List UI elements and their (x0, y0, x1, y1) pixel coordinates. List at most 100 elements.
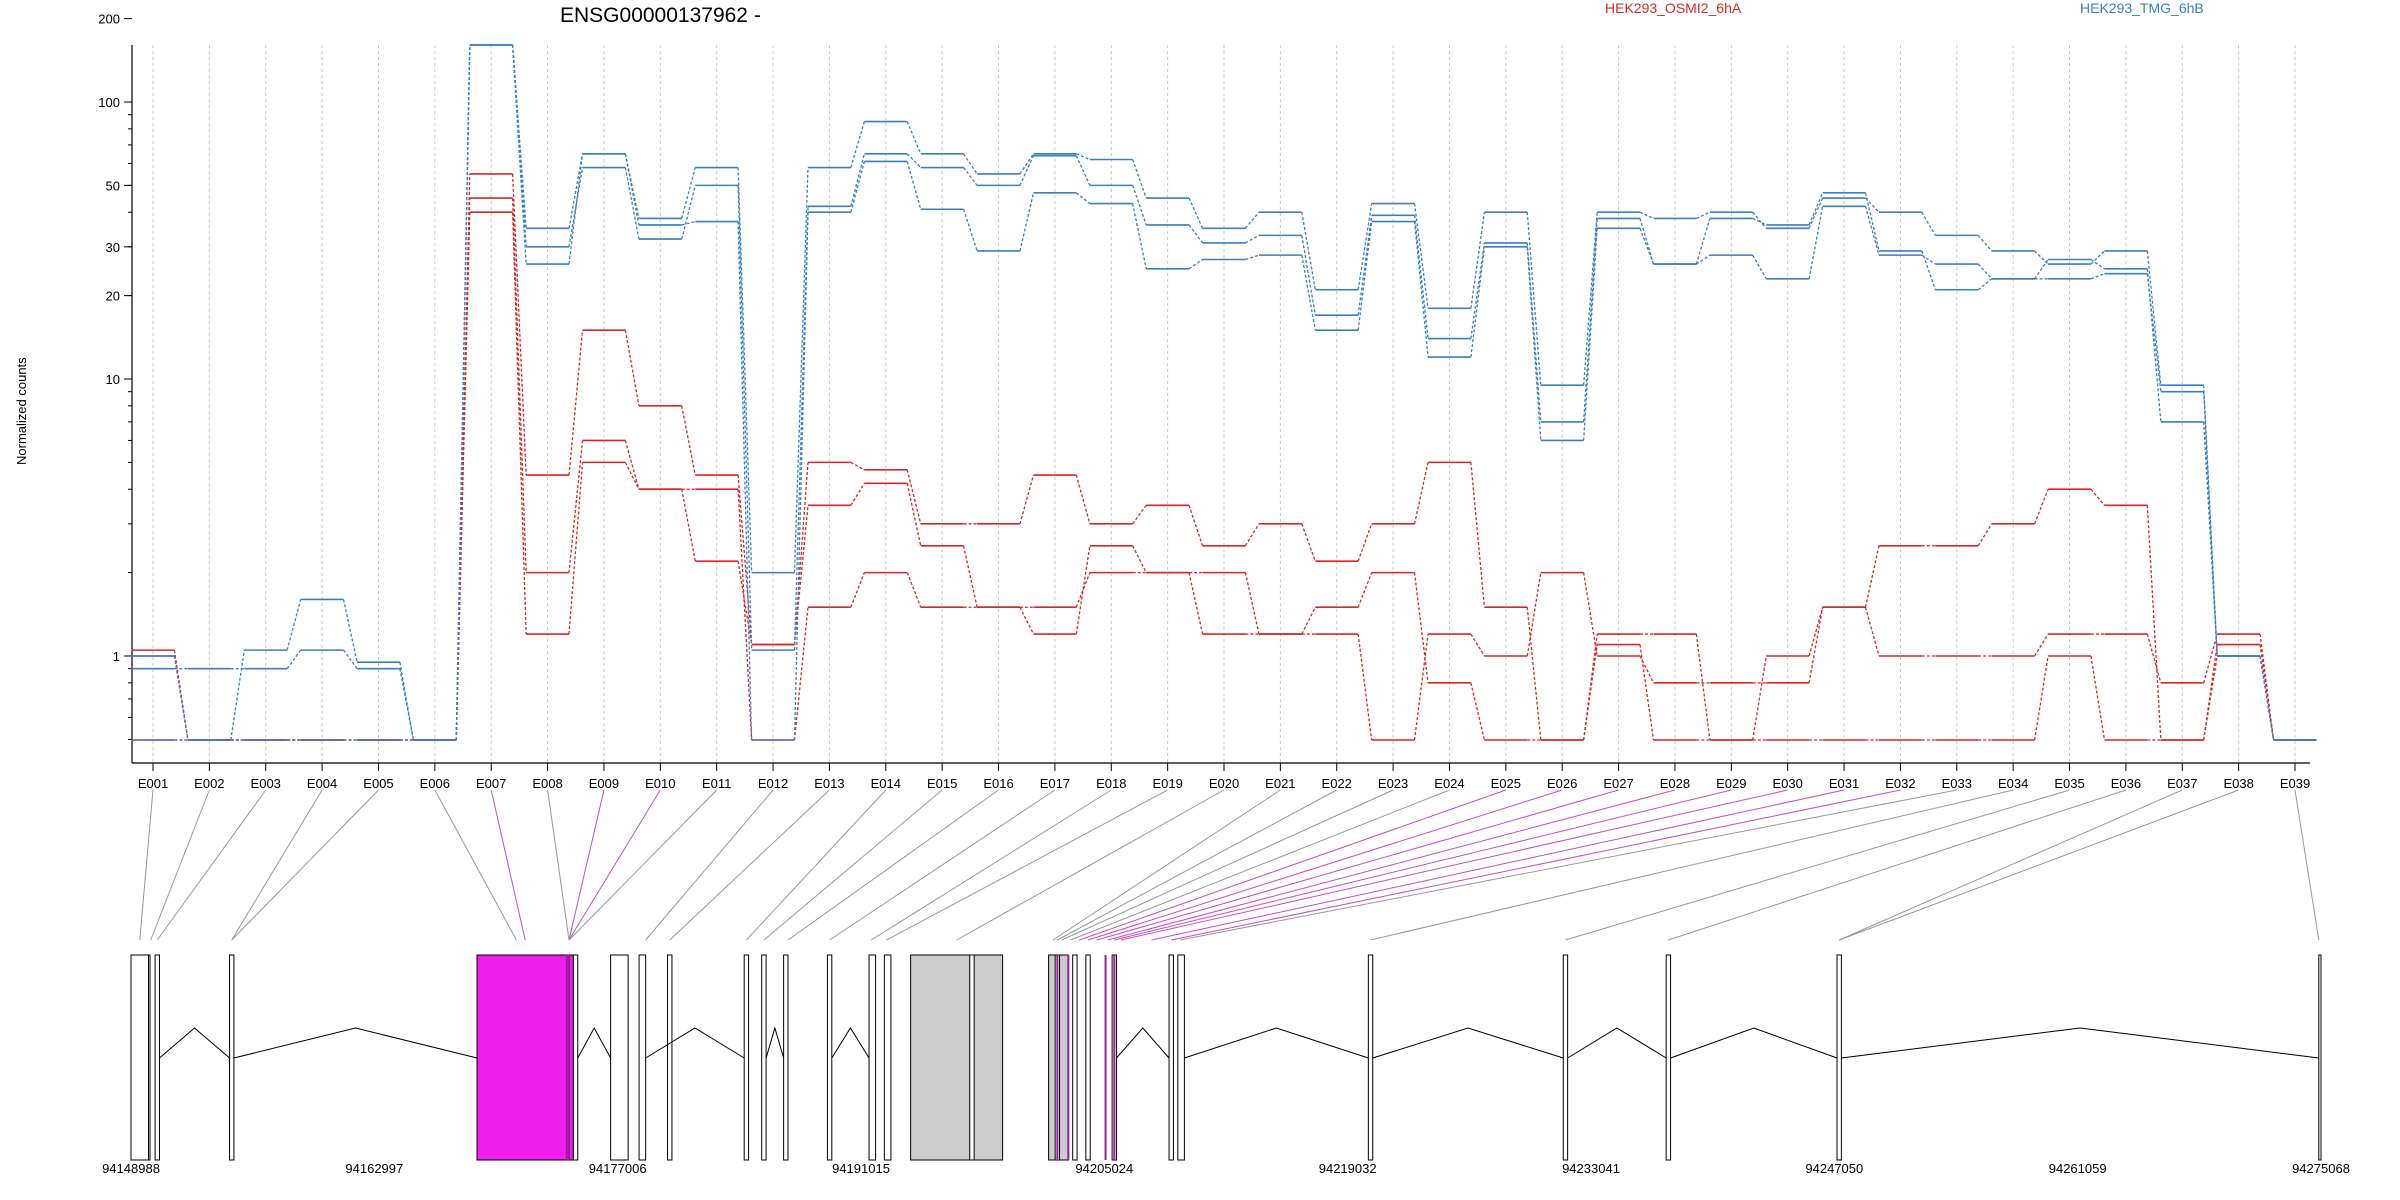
transition-segment (737, 561, 753, 645)
transition-segment (1470, 462, 1486, 608)
transition-segment (793, 212, 809, 741)
x-tick-label: E028 (1660, 776, 1690, 791)
transition-segment (850, 153, 865, 207)
transition-segment (1977, 263, 1993, 280)
transition-segment (681, 405, 696, 476)
x-tick-label: E037 (2167, 776, 2197, 791)
exon-connector (763, 789, 943, 941)
y-tick-label: 20 (106, 289, 120, 304)
transition-segment (1132, 159, 1147, 199)
transition-segment (1639, 211, 1654, 219)
x-tick-label: E036 (2111, 776, 2141, 791)
transition-segment (1244, 523, 1260, 547)
transition-segment (1357, 221, 1373, 331)
transition-segment (681, 185, 696, 240)
transition-segment (1526, 572, 1542, 657)
transition-segment (1188, 258, 1203, 270)
x-tick-label: E004 (307, 776, 337, 791)
transition-segment (1696, 254, 1711, 265)
exon-box (667, 954, 673, 1161)
intron-connector (765, 1026, 785, 1059)
exon-connector (490, 789, 526, 941)
exon-box (1072, 954, 1078, 1161)
intron-connector (1116, 1027, 1170, 1059)
intron-connector (233, 1027, 478, 1059)
transition-segment (568, 153, 584, 229)
x-tick-label: E026 (1547, 776, 1577, 791)
x-tick-label: E035 (2054, 776, 2084, 791)
intron-connector (1372, 1027, 1564, 1059)
x-tick-label: E017 (1040, 776, 1070, 791)
transition-segment (1188, 505, 1204, 546)
x-tick-label: E011 (702, 776, 731, 791)
transition-segment (1921, 211, 1936, 236)
coordinate-label: 94247050 (1805, 1161, 1863, 1176)
transition-segment (1019, 474, 1035, 525)
transition-segment (1357, 523, 1373, 562)
transition-segment (1413, 203, 1429, 309)
exon-box (783, 954, 789, 1161)
transition-segment (1864, 206, 1880, 256)
exon-connector (787, 789, 999, 941)
coordinate-label: 94205024 (1075, 1161, 1133, 1176)
transition-segment (1019, 606, 1035, 635)
transition-segment (286, 599, 302, 651)
transition-segment (906, 121, 922, 155)
transition-segment (1244, 572, 1260, 635)
transition-segment (2090, 250, 2105, 265)
transition-segment (793, 206, 809, 651)
intron-connector (1567, 1027, 1667, 1059)
transition-segment (906, 161, 922, 210)
y-tick-label: 1 (113, 649, 120, 664)
transition-segment (343, 649, 358, 670)
x-tick-label: E038 (2223, 776, 2253, 791)
exon-connector (886, 789, 1168, 941)
transition-segment (1808, 607, 1824, 657)
transition-segment (2146, 268, 2162, 422)
transition-segment (1470, 246, 1486, 358)
coordinate-label: 94162997 (345, 1161, 403, 1176)
transition-segment (1075, 545, 1091, 635)
transition-segment (624, 462, 640, 490)
transition-segment (2033, 655, 2049, 741)
transition-segment (173, 650, 189, 741)
x-tick-label: E023 (1378, 776, 1408, 791)
coordinate-label: 94233041 (1562, 1161, 1620, 1176)
transition-segment (737, 167, 753, 573)
exon-connector (1096, 789, 1619, 941)
coordinate-label: 94148988 (102, 1161, 160, 1176)
intron-connector (159, 1027, 230, 1059)
transition-segment (1301, 606, 1316, 635)
intron-connector (1184, 1027, 1369, 1059)
transition-segment (2203, 391, 2218, 657)
exon-connector (1179, 789, 1957, 941)
exon-connector (568, 789, 605, 941)
transition-segment (1413, 215, 1429, 339)
exon-connector (1114, 789, 1732, 941)
x-tick-label: E033 (1942, 776, 1972, 791)
x-tick-label: E018 (1096, 776, 1126, 791)
transition-segment (1357, 215, 1373, 316)
x-tick-label: E002 (194, 776, 224, 791)
transition-segment (681, 220, 696, 226)
transition-segment (1245, 234, 1260, 244)
transition-segment (1357, 633, 1373, 741)
exon-box (476, 954, 574, 1161)
exon-connector (1057, 789, 1337, 941)
transition-segment (1865, 197, 1880, 213)
transition-segment (1132, 504, 1147, 525)
transition-segment (1132, 545, 1147, 573)
exon-connector (231, 789, 379, 941)
exon-connector (434, 789, 517, 941)
transition-segment (793, 607, 809, 741)
x-tick-label: E012 (758, 776, 788, 791)
transition-segment (906, 469, 922, 524)
exon-connector (1070, 789, 1450, 941)
transition-segment (1301, 212, 1316, 290)
transition-segment (1582, 644, 1598, 741)
series-layer (131, 44, 2317, 741)
transition-segment (511, 198, 527, 573)
exon-box (638, 954, 647, 1161)
x-tick-label: E005 (363, 776, 393, 791)
transition-segment (1808, 206, 1824, 279)
